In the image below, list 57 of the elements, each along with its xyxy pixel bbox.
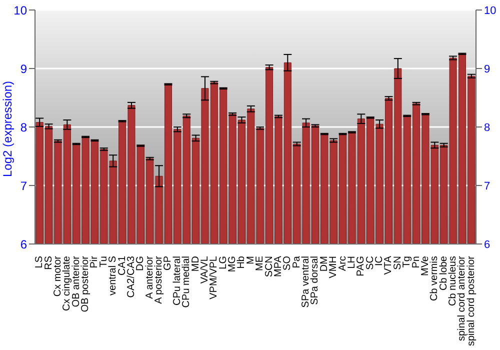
x-tick-label: M — [245, 256, 256, 264]
x-tick-label: spinal cord anterior — [456, 255, 468, 342]
x-tick-label: ME — [254, 256, 266, 271]
x-tick-label: LG — [218, 256, 229, 270]
x-tick-label: Cx motor — [52, 255, 64, 297]
y2-tick-label: 10 — [484, 4, 496, 17]
x-tick-label: ventral S — [108, 256, 119, 296]
x-tick-label: CA1 — [116, 256, 128, 276]
x-tick-label: A anterior — [144, 255, 156, 299]
x-tick-label: VA/VL — [199, 256, 210, 284]
x-tick-label: VTA — [383, 256, 394, 275]
x-tick-label: VPM/VPL — [208, 256, 220, 300]
x-tick-label: DG — [135, 256, 146, 271]
y-tick-label: 10 — [14, 3, 28, 18]
x-tick-label: SCN — [264, 256, 275, 278]
x-tick-label: OB anterior — [70, 255, 82, 308]
x-tick-label: OB posterior — [80, 255, 92, 312]
x-tick-label: Cb vermis — [429, 256, 440, 302]
y-axis-title: Log2 (expression) — [0, 80, 14, 177]
y-tick-label: 8 — [20, 120, 28, 134]
y-tick-label: 7 — [20, 178, 28, 193]
x-tick-label: A posterior — [154, 255, 165, 304]
x-tick-label: CPu lateral — [172, 256, 183, 306]
x-tick-label: RS — [43, 256, 54, 270]
x-tick-label: Arc — [337, 256, 348, 271]
x-tick-label: GP — [162, 256, 174, 270]
x-tick-label: LH — [346, 256, 358, 269]
x-tick-label: Cb lobe — [438, 256, 450, 290]
x-tick-label: SC — [364, 256, 376, 270]
x-tick-label: Pn — [410, 256, 422, 268]
y2-tick-label: 8 — [484, 122, 490, 134]
x-tick-label: spinal cord posterior — [466, 255, 477, 346]
x-tick-label: Pir — [89, 255, 100, 268]
x-tick-label: Tg — [402, 256, 413, 268]
x-tick-label: LS — [34, 256, 46, 268]
x-tick-label: MVe — [420, 256, 431, 276]
x-tick-label: DM — [318, 256, 330, 272]
x-tick-label: SO — [282, 256, 294, 270]
y2-tick-label: 6 — [484, 238, 490, 251]
x-tick-label: SN — [392, 256, 404, 270]
y2-tick-label: 7 — [484, 180, 490, 192]
x-tick-label: Cx cingulate — [62, 256, 73, 312]
x-tick-label: Cb nucleus — [448, 256, 459, 306]
x-tick-label: MPA — [272, 256, 284, 277]
y2-tick-label: 9 — [484, 63, 490, 76]
x-tick-label: CPu medial — [181, 256, 192, 308]
x-tick-label: IC — [374, 256, 386, 266]
x-tick-label: Pa — [291, 256, 302, 268]
x-tick-label: CA2/CA3 — [126, 256, 137, 298]
x-tick-label: VMH — [328, 256, 340, 278]
x-tick-label: SPa dorsal — [310, 256, 321, 305]
x-tick-label: MD — [190, 256, 202, 272]
x-tick-label: Tu — [98, 256, 110, 268]
y-tick-label: 6 — [20, 237, 28, 252]
y-tick-label: 9 — [20, 62, 28, 76]
x-tick-label: Hb — [236, 256, 248, 269]
x-tick-label: PAG — [356, 256, 367, 276]
